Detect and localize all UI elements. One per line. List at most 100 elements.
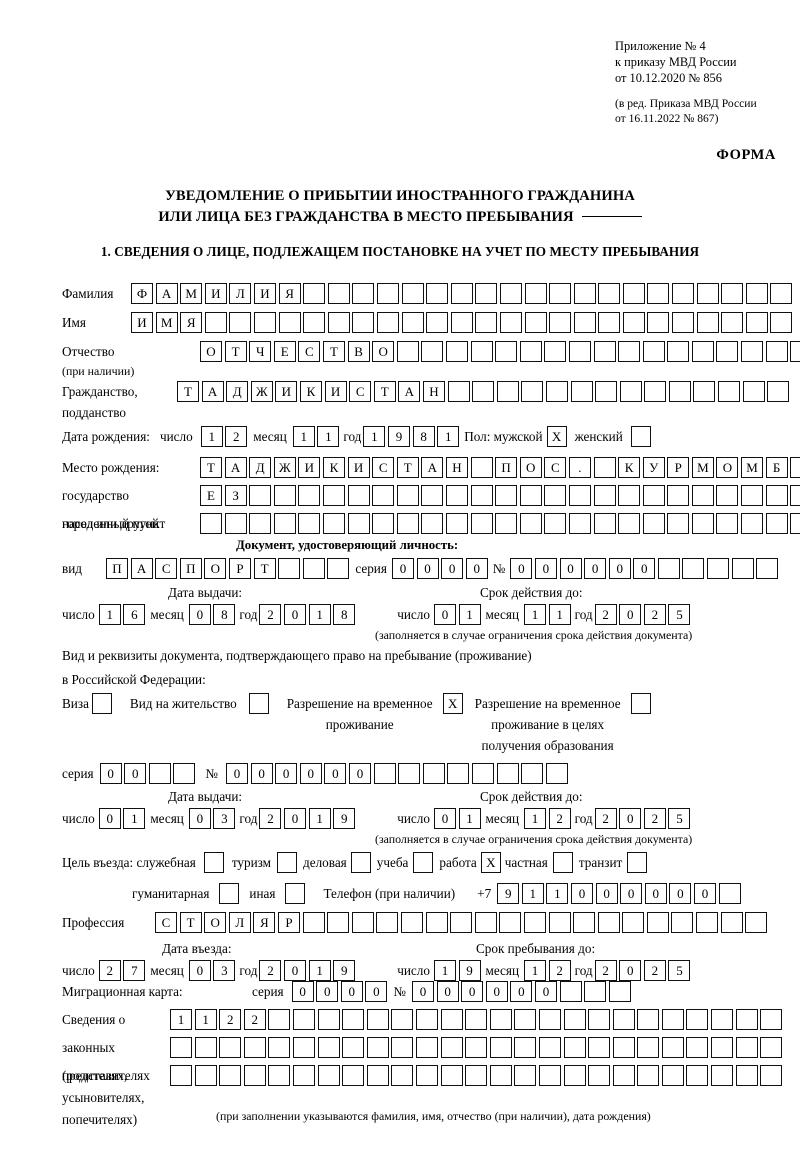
char-cell[interactable] bbox=[475, 283, 498, 304]
char-cell[interactable] bbox=[489, 1009, 512, 1030]
char-cell[interactable] bbox=[741, 513, 764, 534]
char-cell[interactable]: З bbox=[224, 485, 247, 506]
char-cell[interactable] bbox=[514, 1037, 537, 1058]
char-cell[interactable]: 2 bbox=[643, 960, 666, 981]
char-cell[interactable] bbox=[593, 485, 616, 506]
char-cell[interactable] bbox=[538, 1037, 561, 1058]
char-cell[interactable] bbox=[422, 763, 445, 784]
char-cell[interactable] bbox=[637, 1065, 660, 1086]
char-cell[interactable]: 5 bbox=[668, 808, 691, 829]
char-cell[interactable] bbox=[499, 283, 522, 304]
char-cell[interactable]: 0 bbox=[584, 558, 607, 579]
char-cell[interactable]: 2 bbox=[643, 808, 666, 829]
char-cell[interactable]: 2 bbox=[548, 808, 571, 829]
char-cell[interactable] bbox=[559, 981, 582, 1002]
char-cell[interactable] bbox=[523, 912, 546, 933]
char-cell[interactable] bbox=[415, 1009, 438, 1030]
char-cell[interactable] bbox=[249, 485, 272, 506]
char-cell[interactable]: Я bbox=[278, 283, 301, 304]
char-cell[interactable] bbox=[489, 1065, 512, 1086]
char-cell[interactable] bbox=[691, 485, 714, 506]
char-cell[interactable]: 2 bbox=[259, 808, 282, 829]
char-cell[interactable]: 1 bbox=[308, 960, 331, 981]
char-cell[interactable] bbox=[588, 1037, 611, 1058]
char-cell[interactable]: Ч bbox=[249, 341, 272, 362]
char-cell[interactable] bbox=[303, 312, 326, 333]
char-cell[interactable]: 0 bbox=[365, 981, 388, 1002]
char-cell[interactable] bbox=[273, 485, 296, 506]
char-cell[interactable]: Т bbox=[179, 912, 202, 933]
char-cell[interactable]: 1 bbox=[546, 883, 569, 904]
char-cell[interactable]: Т bbox=[224, 341, 247, 362]
char-cell[interactable]: 0 bbox=[633, 558, 656, 579]
char-cell[interactable] bbox=[742, 381, 765, 402]
char-cell[interactable]: Н bbox=[445, 457, 468, 478]
char-cell[interactable] bbox=[686, 1037, 709, 1058]
char-cell[interactable] bbox=[268, 1009, 291, 1030]
char-cell[interactable]: О bbox=[200, 341, 222, 362]
char-cell[interactable]: 9 bbox=[458, 960, 481, 981]
char-cell[interactable]: 9 bbox=[333, 960, 356, 981]
char-cell[interactable]: 1 bbox=[200, 426, 223, 447]
char-cell[interactable]: 0 bbox=[485, 981, 508, 1002]
char-cell[interactable] bbox=[391, 1009, 414, 1030]
legal-rep-cells-line2[interactable] bbox=[170, 1037, 783, 1058]
char-cell[interactable] bbox=[415, 1065, 438, 1086]
char-cell[interactable]: И bbox=[275, 381, 298, 402]
char-cell[interactable] bbox=[495, 341, 518, 362]
char-cell[interactable]: 0 bbox=[433, 604, 456, 625]
char-cell[interactable] bbox=[440, 1037, 463, 1058]
char-cell[interactable] bbox=[767, 381, 790, 402]
char-cell[interactable] bbox=[691, 513, 714, 534]
purpose-private-checkbox[interactable] bbox=[552, 852, 573, 873]
char-cell[interactable] bbox=[718, 883, 741, 904]
char-cell[interactable] bbox=[317, 1037, 340, 1058]
char-cell[interactable] bbox=[548, 912, 571, 933]
char-cell[interactable] bbox=[721, 312, 744, 333]
char-cell[interactable] bbox=[495, 513, 518, 534]
char-cell[interactable] bbox=[720, 912, 743, 933]
char-cell[interactable]: 2 bbox=[643, 604, 666, 625]
char-cell[interactable]: О bbox=[372, 341, 395, 362]
char-cell[interactable] bbox=[298, 485, 321, 506]
char-cell[interactable] bbox=[514, 1065, 537, 1086]
char-cell[interactable]: 0 bbox=[534, 981, 557, 1002]
char-cell[interactable]: Л bbox=[229, 283, 252, 304]
char-cell[interactable]: И bbox=[204, 283, 227, 304]
char-cell[interactable]: О bbox=[519, 457, 542, 478]
char-cell[interactable]: 2 bbox=[594, 960, 617, 981]
char-cell[interactable]: 0 bbox=[188, 960, 211, 981]
char-cell[interactable] bbox=[598, 283, 621, 304]
char-cell[interactable] bbox=[499, 912, 522, 933]
char-cell[interactable] bbox=[765, 485, 788, 506]
char-cell[interactable] bbox=[686, 1009, 709, 1030]
char-cell[interactable] bbox=[292, 1037, 315, 1058]
char-cell[interactable]: 0 bbox=[620, 883, 643, 904]
char-cell[interactable]: 0 bbox=[299, 763, 322, 784]
char-cell[interactable] bbox=[573, 912, 596, 933]
char-cell[interactable] bbox=[489, 1037, 512, 1058]
char-cell[interactable] bbox=[671, 912, 694, 933]
char-cell[interactable]: С bbox=[155, 912, 177, 933]
char-cell[interactable] bbox=[243, 1037, 266, 1058]
char-cell[interactable]: Е bbox=[273, 341, 296, 362]
char-cell[interactable]: 0 bbox=[275, 763, 298, 784]
char-cell[interactable] bbox=[472, 381, 495, 402]
char-cell[interactable]: И bbox=[253, 283, 276, 304]
char-cell[interactable]: 1 bbox=[123, 808, 146, 829]
char-cell[interactable]: М bbox=[691, 457, 714, 478]
char-cell[interactable]: С bbox=[155, 558, 178, 579]
char-cell[interactable] bbox=[415, 1037, 438, 1058]
char-cell[interactable]: Р bbox=[228, 558, 251, 579]
char-cell[interactable]: Т bbox=[322, 341, 345, 362]
char-cell[interactable] bbox=[545, 763, 568, 784]
char-cell[interactable]: П bbox=[106, 558, 128, 579]
